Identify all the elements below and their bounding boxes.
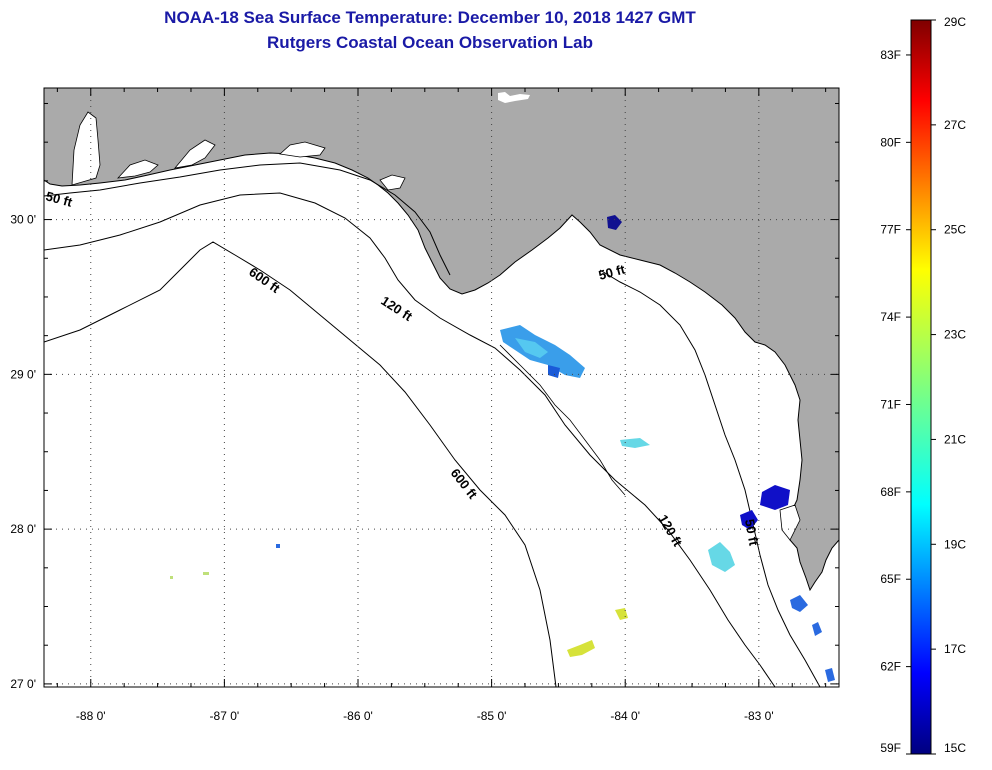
sst-patch xyxy=(515,338,548,358)
colorbar-label-c: 19C xyxy=(944,537,966,551)
plot-frame xyxy=(43,87,840,688)
sst-patch xyxy=(620,438,650,448)
sst-patch xyxy=(567,640,595,657)
colorbar-ticks: 29C 27C 25C 23C 21C 19C 17C 15C 83F 80F 77F 74F 71F 6… xyxy=(880,15,966,755)
colorbar-label-c: 29C xyxy=(944,15,966,29)
lon-tick-label: -85 0' xyxy=(477,709,507,723)
lon-tick-label: -88 0' xyxy=(76,709,106,723)
lat-tick-label: 28 0' xyxy=(10,522,36,536)
contour-50ft-west xyxy=(44,162,451,276)
depth-label: 50 ft xyxy=(44,188,74,210)
sst-patch xyxy=(812,622,822,636)
bay xyxy=(173,139,216,169)
colorbar-label-f: 62F xyxy=(880,660,901,674)
axis-ticks xyxy=(44,88,839,687)
lake xyxy=(498,92,530,103)
colorbar-label-c: 25C xyxy=(944,223,966,237)
bay xyxy=(116,159,159,179)
lat-tick-label: 29 0' xyxy=(10,367,36,381)
colorbar xyxy=(910,19,932,755)
contour-shelf-break xyxy=(499,344,626,496)
colorbar-label-f: 74F xyxy=(880,310,901,324)
sst-patch xyxy=(760,485,790,510)
colorbar-label-f: 80F xyxy=(880,135,901,149)
colorbar-label-c: 23C xyxy=(944,328,966,342)
sst-patch xyxy=(740,510,758,530)
colorbar-label-f: 77F xyxy=(880,223,901,237)
sst-patch xyxy=(825,668,835,682)
sst-patch xyxy=(203,572,209,575)
lat-tick-label: 27 0' xyxy=(10,677,36,691)
bay xyxy=(279,141,326,158)
contour-600ft xyxy=(44,241,557,687)
sst-patch xyxy=(708,542,735,572)
lon-tick-label: -83 0' xyxy=(744,709,774,723)
sst-patches xyxy=(170,215,835,682)
sst-patch xyxy=(170,576,173,579)
colorbar-label-f: 83F xyxy=(880,48,901,62)
lon-tick-label: -84 0' xyxy=(610,709,640,723)
contour-50ft-east xyxy=(599,269,821,687)
depth-label: 50 ft xyxy=(742,518,762,548)
colorbar-label-c: 15C xyxy=(944,741,966,755)
sst-patch xyxy=(548,365,560,378)
colorbar-label-f: 59F xyxy=(880,741,901,755)
map-subtitle: Rutgers Coastal Ocean Observation Lab xyxy=(267,33,593,52)
lon-tick-label: -86 0' xyxy=(343,709,373,723)
map-title: NOAA-18 Sea Surface Temperature: Decembe… xyxy=(164,8,696,27)
colorbar-label-c: 21C xyxy=(944,432,966,446)
colorbar-label-f: 65F xyxy=(880,572,901,586)
colorbar-label-c: 17C xyxy=(944,642,966,656)
colorbar-label-f: 71F xyxy=(880,397,901,411)
bay xyxy=(71,111,101,186)
sst-patch xyxy=(790,595,808,612)
grid-lines xyxy=(44,88,839,687)
bay xyxy=(379,174,406,191)
lon-tick-label: -87 0' xyxy=(210,709,240,723)
lat-tick-label: 30 0' xyxy=(10,213,36,227)
contour-120ft xyxy=(44,192,776,687)
axis-tick-labels: -88 0' -87 0' -86 0' -85 0' -84 0' -83 0' 30 0… xyxy=(10,213,773,723)
colorbar-label-c: 27C xyxy=(944,118,966,132)
sst-patch xyxy=(276,544,280,548)
colorbar-label-f: 68F xyxy=(880,485,901,499)
bay xyxy=(779,504,801,541)
sst-patch xyxy=(607,215,622,230)
depth-label: 50 ft xyxy=(597,261,627,283)
